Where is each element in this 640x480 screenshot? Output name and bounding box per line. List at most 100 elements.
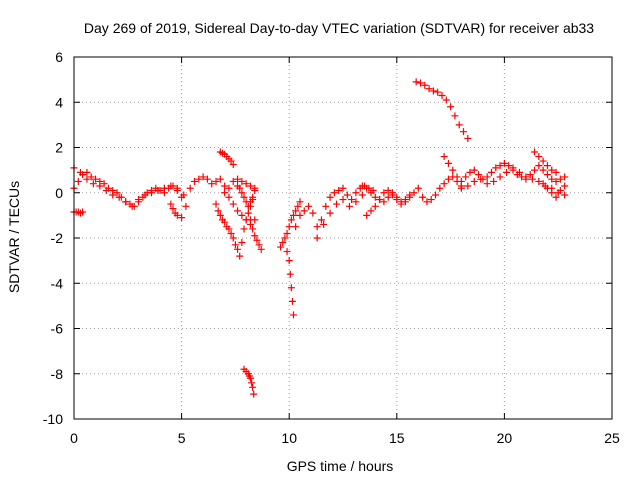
data-point bbox=[322, 202, 330, 210]
data-point bbox=[483, 180, 491, 188]
data-point bbox=[300, 207, 308, 215]
data-point bbox=[178, 214, 186, 222]
data-point bbox=[141, 191, 149, 199]
data-point bbox=[221, 182, 229, 190]
data-point bbox=[76, 168, 84, 176]
data-points bbox=[70, 78, 569, 398]
data-point bbox=[442, 96, 450, 104]
data-point bbox=[87, 173, 95, 181]
x-tick-label: 0 bbox=[70, 430, 78, 446]
data-point bbox=[240, 193, 248, 201]
data-point bbox=[249, 193, 257, 201]
data-point bbox=[552, 177, 560, 185]
x-tick-label: 15 bbox=[389, 430, 405, 446]
y-tick-label: 0 bbox=[55, 185, 63, 201]
data-point bbox=[460, 128, 468, 136]
data-point bbox=[333, 200, 341, 208]
data-point bbox=[113, 189, 121, 197]
data-point bbox=[556, 175, 564, 183]
data-point bbox=[290, 211, 298, 219]
data-point bbox=[528, 175, 536, 183]
data-point bbox=[548, 166, 556, 174]
series-track-b bbox=[70, 164, 188, 210]
data-point bbox=[250, 390, 258, 398]
x-tick-label: 10 bbox=[281, 430, 297, 446]
data-point bbox=[330, 189, 338, 197]
data-point bbox=[470, 177, 478, 185]
data-point bbox=[423, 198, 431, 206]
data-point bbox=[296, 211, 304, 219]
data-point bbox=[128, 202, 136, 210]
data-point bbox=[225, 184, 233, 192]
series-track-g bbox=[216, 148, 237, 168]
data-point bbox=[358, 182, 366, 190]
data-point bbox=[440, 153, 448, 161]
data-point bbox=[167, 200, 175, 208]
data-point bbox=[496, 173, 504, 181]
series-track-m bbox=[283, 248, 298, 319]
data-point bbox=[380, 198, 388, 206]
data-point bbox=[249, 225, 257, 233]
data-point bbox=[425, 85, 433, 93]
data-point bbox=[89, 180, 97, 188]
data-point bbox=[231, 241, 239, 249]
data-point bbox=[406, 191, 414, 199]
data-point bbox=[229, 200, 237, 208]
data-point bbox=[135, 196, 143, 204]
data-point bbox=[393, 193, 401, 201]
data-point bbox=[251, 186, 259, 194]
data-point bbox=[496, 162, 504, 170]
x-tick-label: 5 bbox=[178, 430, 186, 446]
chart-title: Day 269 of 2019, Sidereal Day-to-day VTE… bbox=[84, 20, 594, 36]
data-point bbox=[457, 184, 465, 192]
data-point bbox=[343, 191, 351, 199]
data-point bbox=[287, 284, 295, 292]
data-point bbox=[286, 270, 294, 278]
data-point bbox=[285, 257, 293, 265]
data-point bbox=[487, 168, 495, 176]
data-point bbox=[249, 383, 257, 391]
data-point bbox=[244, 202, 252, 210]
data-point bbox=[208, 180, 216, 188]
x-tick-label: 25 bbox=[604, 430, 620, 446]
y-tick-label: -6 bbox=[51, 321, 64, 337]
data-point bbox=[173, 184, 181, 192]
series-track-h bbox=[221, 189, 259, 228]
data-point bbox=[290, 311, 298, 319]
data-point bbox=[535, 153, 543, 161]
data-point bbox=[505, 162, 513, 170]
data-point bbox=[102, 186, 110, 194]
data-point bbox=[539, 180, 547, 188]
data-point bbox=[339, 196, 347, 204]
data-point bbox=[371, 202, 379, 210]
data-point bbox=[503, 168, 511, 176]
data-point bbox=[539, 166, 547, 174]
data-point bbox=[509, 164, 517, 172]
data-point bbox=[203, 175, 211, 183]
series-track-q bbox=[363, 186, 414, 219]
y-tick-label: 6 bbox=[55, 49, 63, 65]
data-point bbox=[352, 198, 360, 206]
data-point bbox=[543, 162, 551, 170]
data-point bbox=[416, 79, 424, 87]
data-point bbox=[167, 182, 175, 190]
data-point bbox=[434, 88, 442, 96]
data-point bbox=[240, 225, 248, 233]
y-tick-label: -4 bbox=[51, 275, 64, 291]
y-tick-labels: -10 -8 -6 -4 -2 0 2 4 6 bbox=[43, 49, 63, 427]
y-axis-label: SDTVAR / TECUs bbox=[6, 181, 22, 293]
data-point bbox=[292, 207, 300, 215]
series-track-v bbox=[539, 180, 569, 201]
data-point bbox=[244, 209, 252, 217]
data-point bbox=[548, 189, 556, 197]
data-point bbox=[412, 78, 420, 86]
data-point bbox=[225, 225, 233, 233]
data-point bbox=[535, 177, 543, 185]
data-point bbox=[216, 175, 224, 183]
data-point bbox=[449, 166, 457, 174]
data-point bbox=[195, 175, 203, 183]
data-point bbox=[294, 202, 302, 210]
data-point bbox=[432, 191, 440, 199]
data-point bbox=[561, 182, 569, 190]
data-point bbox=[173, 211, 181, 219]
